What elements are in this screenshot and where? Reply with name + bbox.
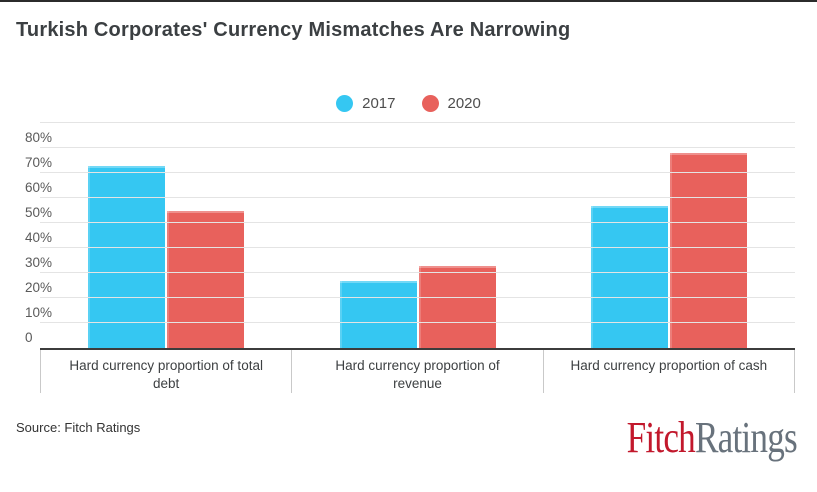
- legend-dot-2020: [421, 95, 439, 112]
- bar-groups: [40, 123, 795, 348]
- bar-2017-cash: [591, 205, 669, 348]
- chart-legend: 2017 2020: [0, 95, 817, 112]
- gridline-80: [40, 147, 795, 148]
- category-label-total-debt: Hard currency proportion of total debt: [40, 350, 291, 393]
- legend-label-2020: 2020: [447, 95, 481, 112]
- bar-group-revenue: [292, 123, 544, 348]
- y-tick-label-50: 50%: [25, 205, 53, 220]
- gridline-70: [40, 172, 795, 173]
- chart-title: Turkish Corporates' Currency Mismatches …: [16, 19, 571, 41]
- gridline-40: [40, 247, 795, 248]
- y-tick-label-20: 20%: [25, 280, 53, 296]
- legend-dot-2017: [336, 95, 354, 112]
- plot-area: 0 10% 20% 30% 40% 50% 60% 70% 80%: [25, 122, 795, 350]
- bar-2017-total-debt: [87, 165, 165, 348]
- legend-item-2017: 2017: [336, 95, 396, 112]
- gridline-10: [40, 322, 795, 323]
- category-label-cash: Hard currency proportion of cash: [542, 350, 795, 393]
- y-tick-label-10: 10%: [25, 305, 53, 321]
- x-axis-line: [40, 348, 795, 350]
- bar-group-cash: [543, 123, 795, 348]
- category-axis: Hard currency proportion of total debt Ha…: [40, 350, 795, 393]
- gridline-20: [40, 297, 795, 298]
- bar-group-total-debt: [40, 123, 292, 348]
- bar-2017-revenue: [339, 280, 417, 348]
- top-border-rule: [0, 0, 817, 2]
- logo-ratings-text: Ratings: [695, 413, 798, 462]
- y-tick-label-30: 30%: [25, 255, 53, 271]
- gridline-60: [40, 197, 795, 199]
- y-tick-label-70: 70%: [25, 155, 53, 170]
- gridline-90: [40, 122, 795, 123]
- y-tick-label-40: 40%: [25, 230, 53, 246]
- logo-fitch-text: Fitch: [626, 413, 696, 462]
- y-tick-label-60: 60%: [25, 180, 53, 196]
- legend-label-2017: 2017: [362, 95, 396, 112]
- bar-2020-total-debt: [166, 210, 244, 348]
- category-label-revenue: Hard currency proportion of revenue: [291, 350, 542, 393]
- y-tick-label-0: 0: [25, 330, 33, 345]
- bar-2020-revenue: [418, 265, 496, 348]
- bar-2020-cash: [670, 153, 748, 348]
- legend-item-2020: 2020: [421, 95, 481, 112]
- source-note: Source: Fitch Ratings: [16, 420, 141, 435]
- gridline-50: [40, 222, 795, 223]
- fitch-ratings-logo: FitchRatings: [626, 412, 798, 463]
- y-tick-label-80: 80%: [25, 130, 53, 146]
- gridline-30: [40, 272, 795, 274]
